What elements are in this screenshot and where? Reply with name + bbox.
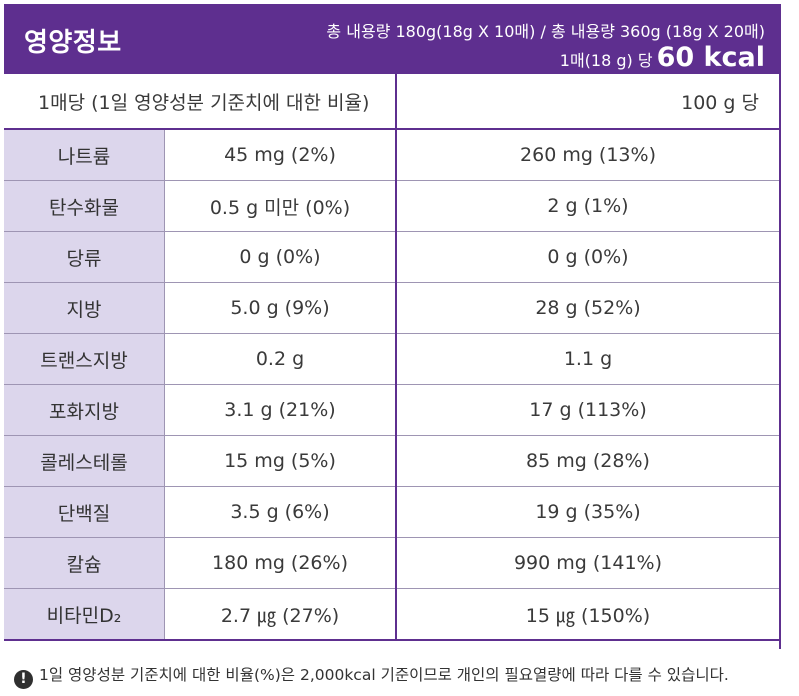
table-row: 트랜스지방 0.2 g 1.1 g xyxy=(4,333,779,385)
per-100g-value: 19 g (35%) xyxy=(395,486,779,538)
per-sheet-value: 15 mg (5%) xyxy=(164,435,397,487)
table-row: 콜레스테롤 15 mg (5%) 85 mg (28%) xyxy=(4,435,779,487)
per-sheet-value: 0.2 g xyxy=(164,333,397,385)
per-sheet-value: 3.1 g (21%) xyxy=(164,384,397,436)
table-header-row: 1매당 (1일 영양성분 기준치에 대한 비율) 100 g 당 xyxy=(4,74,779,130)
nutrition-table: 1매당 (1일 영양성분 기준치에 대한 비율) 100 g 당 나트륨 45 … xyxy=(4,74,779,641)
per-100g-value: 17 g (113%) xyxy=(395,384,779,436)
nutrition-title: 영양정보 xyxy=(24,28,122,58)
table-row: 칼슘 180 mg (26%) 990 mg (141%) xyxy=(4,537,779,589)
nutrient-name: 콜레스테롤 xyxy=(4,435,165,487)
nutrient-name: 단백질 xyxy=(4,486,165,538)
warning-icon: ! xyxy=(14,670,33,689)
nutrition-header: 영양정보 총 내용량 180g(18g X 10매) / 총 내용량 360g … xyxy=(4,4,779,74)
per-100g-value: 0 g (0%) xyxy=(395,231,779,283)
per-100g-value: 2 g (1%) xyxy=(395,180,779,232)
per-sheet-value: 2.7 ㎍ (27%) xyxy=(164,588,397,641)
table-row: 지방 5.0 g (9%) 28 g (52%) xyxy=(4,282,779,334)
per-sheet-value: 0.5 g 미만 (0%) xyxy=(164,180,397,232)
per-sheet-value: 5.0 g (9%) xyxy=(164,282,397,334)
per-serving-label: 1매(18 g) 당 xyxy=(559,51,653,70)
nutrient-name: 당류 xyxy=(4,231,165,283)
table-row: 나트륨 45 mg (2%) 260 mg (13%) xyxy=(4,128,779,181)
kcal-value: 60 kcal xyxy=(656,42,765,73)
per-100g-header: 100 g 당 xyxy=(395,74,779,130)
per-sheet-value: 0 g (0%) xyxy=(164,231,397,283)
nutrient-name: 지방 xyxy=(4,282,165,334)
nutrient-name: 나트륨 xyxy=(4,128,165,181)
nutrient-name: 포화지방 xyxy=(4,384,165,436)
table-row: 단백질 3.5 g (6%) 19 g (35%) xyxy=(4,486,779,538)
per-100g-value: 85 mg (28%) xyxy=(395,435,779,487)
per-serving-line: 1매(18 g) 당 60 kcal xyxy=(560,42,765,73)
right-border xyxy=(779,4,781,649)
total-content-text: 총 내용량 180g(18g X 10매) / 총 내용량 360g (18g … xyxy=(326,22,765,41)
footnote-text: 1일 영양성분 기준치에 대한 비율(%)은 2,000kcal 기준이므로 개… xyxy=(39,666,729,684)
nutrient-name: 탄수화물 xyxy=(4,180,165,232)
table-row: 당류 0 g (0%) 0 g (0%) xyxy=(4,231,779,283)
table-row: 비타민D₂ 2.7 ㎍ (27%) 15 ㎍ (150%) xyxy=(4,588,779,641)
table-row: 포화지방 3.1 g (21%) 17 g (113%) xyxy=(4,384,779,436)
per-100g-value: 28 g (52%) xyxy=(395,282,779,334)
footnote: ! 1일 영양성분 기준치에 대한 비율(%)은 2,000kcal 기준이므로 … xyxy=(14,663,729,689)
nutrient-name: 트랜스지방 xyxy=(4,333,165,385)
per-sheet-value: 180 mg (26%) xyxy=(164,537,397,589)
per-sheet-value: 45 mg (2%) xyxy=(164,128,397,181)
per-100g-value: 260 mg (13%) xyxy=(395,128,779,181)
table-row: 탄수화물 0.5 g 미만 (0%) 2 g (1%) xyxy=(4,180,779,232)
per-sheet-value: 3.5 g (6%) xyxy=(164,486,397,538)
nutrient-name: 칼슘 xyxy=(4,537,165,589)
per-sheet-header: 1매당 (1일 영양성분 기준치에 대한 비율) xyxy=(4,74,397,130)
per-100g-value: 15 ㎍ (150%) xyxy=(395,588,779,641)
per-100g-value: 990 mg (141%) xyxy=(395,537,779,589)
per-100g-value: 1.1 g xyxy=(395,333,779,385)
nutrient-name: 비타민D₂ xyxy=(4,588,165,641)
